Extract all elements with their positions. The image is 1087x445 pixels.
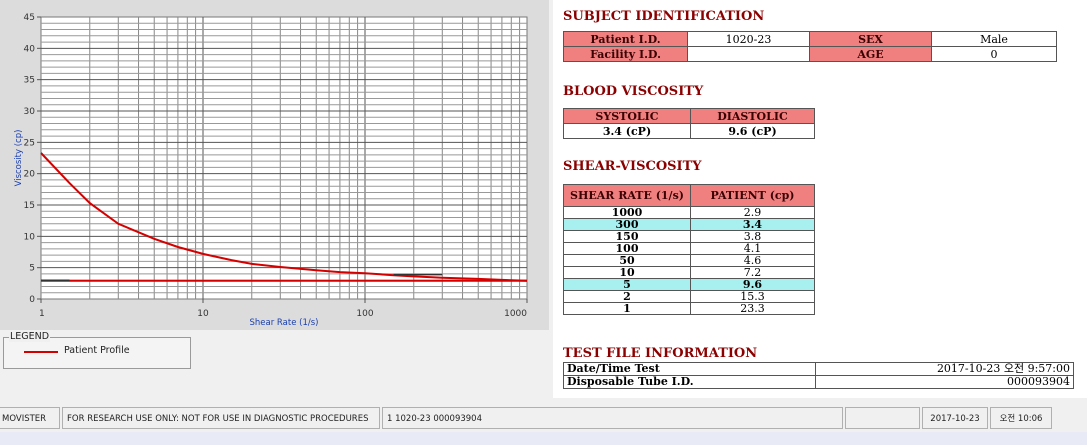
shear-rate-cell: 2: [563, 290, 691, 303]
shear-row: 300 3.4: [563, 218, 815, 231]
facility-id-label: Facility I.D.: [563, 46, 688, 62]
y-tick-label: 25: [24, 138, 35, 148]
plot-area: [40, 16, 528, 300]
legend-title: LEGEND: [9, 331, 51, 342]
subject-identification-title: SUBJECT IDENTIFICATION: [563, 9, 765, 24]
status-notice: FOR RESEARCH USE ONLY: NOT FOR USE IN DI…: [62, 407, 380, 429]
x-tick-label: 10: [197, 309, 209, 319]
status-app-name: MOVISTER: [0, 407, 60, 429]
shear-row: 100 4.1: [563, 242, 815, 255]
shear-row: 1000 2.9: [563, 206, 815, 219]
legend-line-swatch: [24, 351, 58, 353]
y-tick-label: 40: [24, 44, 36, 54]
status-record: 1 1020-23 000093904: [382, 407, 843, 429]
patient-viscosity-cell: 7.2: [690, 266, 815, 279]
viscosity-chart-panel: 0 5 10 15 20 25 30 35 40 45 1 10 100 1000 Shear Rate …: [0, 0, 549, 330]
patient-viscosity-cell: 23.3: [690, 302, 815, 315]
y-tick-label: 30: [24, 107, 36, 117]
age-value: 0: [931, 46, 1057, 62]
date-time-test-value: 2017-10-23 오전 9:57:00: [815, 362, 1074, 376]
y-tick-label: 15: [24, 201, 35, 211]
x-tick-label: 1000: [504, 309, 527, 319]
shear-row: 1 23.3: [563, 302, 815, 315]
y-tick-label: 20: [24, 170, 36, 180]
sex-label: SEX: [809, 31, 932, 47]
shear-row: 50 4.6: [563, 254, 815, 267]
patient-viscosity-cell: 3.4: [690, 218, 815, 231]
shear-viscosity-title: SHEAR-VISCOSITY: [563, 159, 702, 174]
test-file-information-title: TEST FILE INFORMATION: [563, 346, 758, 361]
disposable-tube-id-value: 000093904: [815, 375, 1074, 389]
patient-viscosity-cell: 4.1: [690, 242, 815, 255]
status-time: 오전 10:06: [990, 407, 1052, 429]
y-tick-label: 5: [29, 264, 35, 274]
blood-viscosity-table: SYSTOLIC DIASTOLIC 3.4 (cP) 9.6 (cP): [563, 108, 815, 139]
bottom-strip: [0, 432, 1087, 445]
diastolic-label: DIASTOLIC: [690, 108, 815, 124]
shear-rate-cell: 300: [563, 218, 691, 231]
x-axis-label: Shear Rate (1/s): [250, 318, 319, 328]
systolic-label: SYSTOLIC: [563, 108, 691, 124]
x-tick-label: 100: [356, 309, 373, 319]
diastolic-value: 9.6 (cP): [690, 123, 815, 139]
shear-rate-cell: 5: [563, 278, 691, 291]
shear-rate-header: SHEAR RATE (1/s): [563, 184, 691, 207]
shear-viscosity-table: SHEAR RATE (1/s) PATIENT (cp) 1000 2.9 300…: [563, 184, 815, 315]
x-tick-label: 1: [39, 309, 45, 319]
patient-viscosity-cell: 3.8: [690, 230, 815, 243]
status-date: 2017-10-23: [922, 407, 988, 429]
patient-profile-curve: [40, 152, 528, 282]
status-empty-cell: [845, 407, 920, 429]
facility-id-value: [687, 46, 810, 62]
y-tick-label: 35: [24, 76, 35, 86]
shear-rate-cell: 150: [563, 230, 691, 243]
shear-rate-cell: 1000: [563, 206, 691, 219]
shear-row: 150 3.8: [563, 230, 815, 243]
y-axis-label: Viscosity (cp): [14, 130, 24, 187]
y-tick-label: 10: [24, 232, 36, 242]
subject-table: Patient I.D. 1020-23 SEX Male Facility I…: [563, 31, 1057, 62]
patient-viscosity-cell: 4.6: [690, 254, 815, 267]
viscosity-chart: 0 5 10 15 20 25 30 35 40 45 1 10 100 1000 Shear Rate …: [14, 13, 528, 328]
shear-rate-cell: 10: [563, 266, 691, 279]
shear-rate-cell: 100: [563, 242, 691, 255]
shear-row: 10 7.2: [563, 266, 815, 279]
legend: LEGEND Patient Profile: [3, 331, 191, 369]
test-file-table: Date/Time Test 2017-10-23 오전 9:57:00 Dis…: [563, 362, 1074, 389]
y-tick-label: 45: [24, 13, 35, 23]
disposable-tube-id-label: Disposable Tube I.D.: [563, 375, 816, 389]
shear-rate-cell: 1: [563, 302, 691, 315]
y-tick-label: 0: [29, 295, 35, 305]
patient-header: PATIENT (cp): [690, 184, 815, 207]
date-time-test-label: Date/Time Test: [563, 362, 816, 376]
sex-value: Male: [931, 31, 1057, 47]
patient-viscosity-cell: 15.3: [690, 290, 815, 303]
systolic-value: 3.4 (cP): [563, 123, 691, 139]
blood-viscosity-title: BLOOD VISCOSITY: [563, 84, 704, 99]
legend-item-label: Patient Profile: [64, 345, 130, 356]
shear-rate-cell: 50: [563, 254, 691, 267]
patient-viscosity-cell: 9.6: [690, 278, 815, 291]
status-bar: MOVISTER FOR RESEARCH USE ONLY: NOT FOR …: [0, 406, 1087, 432]
report-panel: SUBJECT IDENTIFICATION Patient I.D. 1020…: [553, 0, 1087, 398]
patient-viscosity-cell: 2.9: [690, 206, 815, 219]
patient-id-value: 1020-23: [687, 31, 810, 47]
age-label: AGE: [809, 46, 932, 62]
patient-id-label: Patient I.D.: [563, 31, 688, 47]
shear-row: 5 9.6: [563, 278, 815, 291]
shear-row: 2 15.3: [563, 290, 815, 303]
